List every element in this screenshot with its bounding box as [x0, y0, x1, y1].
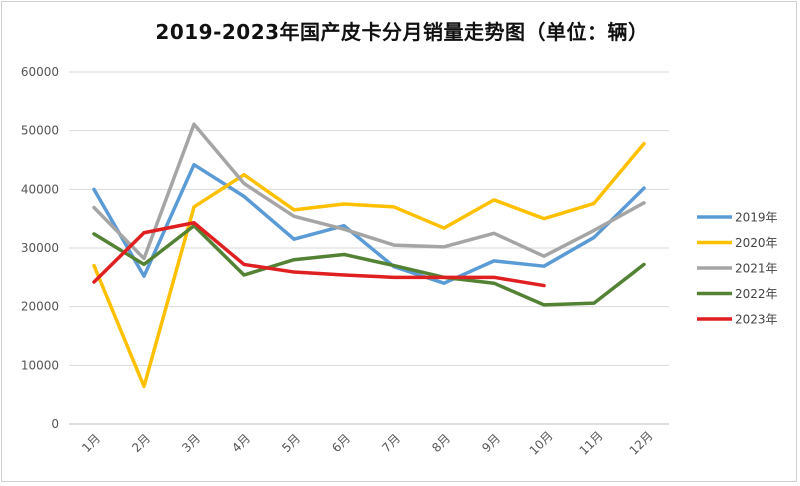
x-tick-label: 12月 — [627, 429, 656, 458]
x-tick-label: 6月 — [329, 431, 353, 455]
x-tick-label: 7月 — [379, 431, 403, 455]
x-tick-label: 11月 — [577, 429, 606, 458]
y-tick-label: 0 — [51, 417, 59, 431]
y-tick-label: 10000 — [21, 358, 59, 372]
y-tick-label: 60000 — [21, 65, 59, 79]
x-tick-label: 2月 — [129, 431, 153, 455]
series-line — [94, 144, 644, 387]
legend-label: 2019年 — [735, 211, 778, 225]
legend-label: 2023年 — [735, 313, 778, 327]
x-tick-label: 9月 — [479, 431, 503, 455]
x-tick-label: 1月 — [79, 431, 103, 455]
x-tick-label: 4月 — [229, 431, 253, 455]
legend-label: 2022年 — [735, 287, 778, 301]
x-tick-label: 3月 — [179, 431, 203, 455]
legend-label: 2020年 — [735, 236, 778, 250]
legend-label: 2021年 — [735, 262, 778, 276]
x-tick-label: 10月 — [527, 429, 556, 458]
x-tick-label: 8月 — [429, 431, 453, 455]
y-tick-label: 40000 — [21, 182, 59, 196]
y-tick-label: 50000 — [21, 124, 59, 138]
x-tick-label: 5月 — [279, 431, 303, 455]
y-tick-label: 20000 — [21, 300, 59, 314]
y-tick-label: 30000 — [21, 241, 59, 255]
